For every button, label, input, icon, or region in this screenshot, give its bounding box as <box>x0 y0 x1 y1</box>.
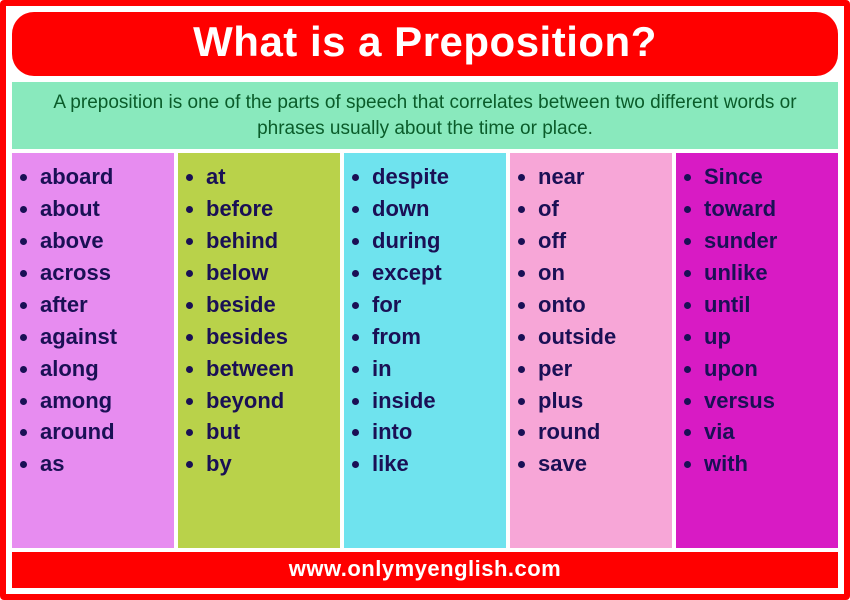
list-item: round <box>538 416 668 448</box>
footer-bar: www.onlymyenglish.com <box>12 552 838 588</box>
list-item: on <box>538 257 668 289</box>
list-2: atbeforebehindbelowbesidebesidesbetweenb… <box>200 161 336 480</box>
list-item: near <box>538 161 668 193</box>
list-item: despite <box>372 161 502 193</box>
list-item: outside <box>538 321 668 353</box>
list-5: Sincetowardsunderunlikeuntilupuponversus… <box>698 161 834 480</box>
list-item: but <box>206 416 336 448</box>
list-item: beside <box>206 289 336 321</box>
list-item: behind <box>206 225 336 257</box>
list-item: of <box>538 193 668 225</box>
list-item: save <box>538 448 668 480</box>
preposition-columns: aboardaboutaboveacrossafteragainstalonga… <box>12 153 838 548</box>
column-2: atbeforebehindbelowbesidebesidesbetweenb… <box>178 153 340 548</box>
list-item: upon <box>704 353 834 385</box>
list-item: against <box>40 321 170 353</box>
list-item: from <box>372 321 502 353</box>
list-item: below <box>206 257 336 289</box>
column-1: aboardaboutaboveacrossafteragainstalonga… <box>12 153 174 548</box>
list-item: at <box>206 161 336 193</box>
list-item: aboard <box>40 161 170 193</box>
list-1: aboardaboutaboveacrossafteragainstalonga… <box>34 161 170 480</box>
list-item: sunder <box>704 225 834 257</box>
list-item: after <box>40 289 170 321</box>
list-item: toward <box>704 193 834 225</box>
list-item: unlike <box>704 257 834 289</box>
list-item: down <box>372 193 502 225</box>
infographic-frame: What is a Preposition? A preposition is … <box>0 0 850 600</box>
list-item: in <box>372 353 502 385</box>
list-item: off <box>538 225 668 257</box>
footer-url: www.onlymyenglish.com <box>12 556 838 582</box>
list-item: with <box>704 448 834 480</box>
list-item: around <box>40 416 170 448</box>
definition-box: A preposition is one of the parts of spe… <box>12 82 838 149</box>
list-item: plus <box>538 385 668 417</box>
list-item: per <box>538 353 668 385</box>
list-item: by <box>206 448 336 480</box>
list-item: like <box>372 448 502 480</box>
list-item: inside <box>372 385 502 417</box>
list-item: versus <box>704 385 834 417</box>
list-item: during <box>372 225 502 257</box>
column-4: nearofoffonontooutsideperplusroundsave <box>510 153 672 548</box>
list-item: about <box>40 193 170 225</box>
list-4: nearofoffonontooutsideperplusroundsave <box>532 161 668 480</box>
column-5: Sincetowardsunderunlikeuntilupuponversus… <box>676 153 838 548</box>
list-item: before <box>206 193 336 225</box>
list-item: onto <box>538 289 668 321</box>
list-item: for <box>372 289 502 321</box>
title-bar: What is a Preposition? <box>12 12 838 76</box>
list-item: between <box>206 353 336 385</box>
list-item: until <box>704 289 834 321</box>
list-item: along <box>40 353 170 385</box>
list-item: up <box>704 321 834 353</box>
list-item: among <box>40 385 170 417</box>
list-item: across <box>40 257 170 289</box>
list-item: besides <box>206 321 336 353</box>
list-item: except <box>372 257 502 289</box>
list-item: into <box>372 416 502 448</box>
list-item: beyond <box>206 385 336 417</box>
list-item: as <box>40 448 170 480</box>
list-item: via <box>704 416 834 448</box>
page-title: What is a Preposition? <box>32 18 818 66</box>
column-3: despitedownduringexceptforfromininsidein… <box>344 153 506 548</box>
list-item: above <box>40 225 170 257</box>
list-3: despitedownduringexceptforfromininsidein… <box>366 161 502 480</box>
list-item: Since <box>704 161 834 193</box>
